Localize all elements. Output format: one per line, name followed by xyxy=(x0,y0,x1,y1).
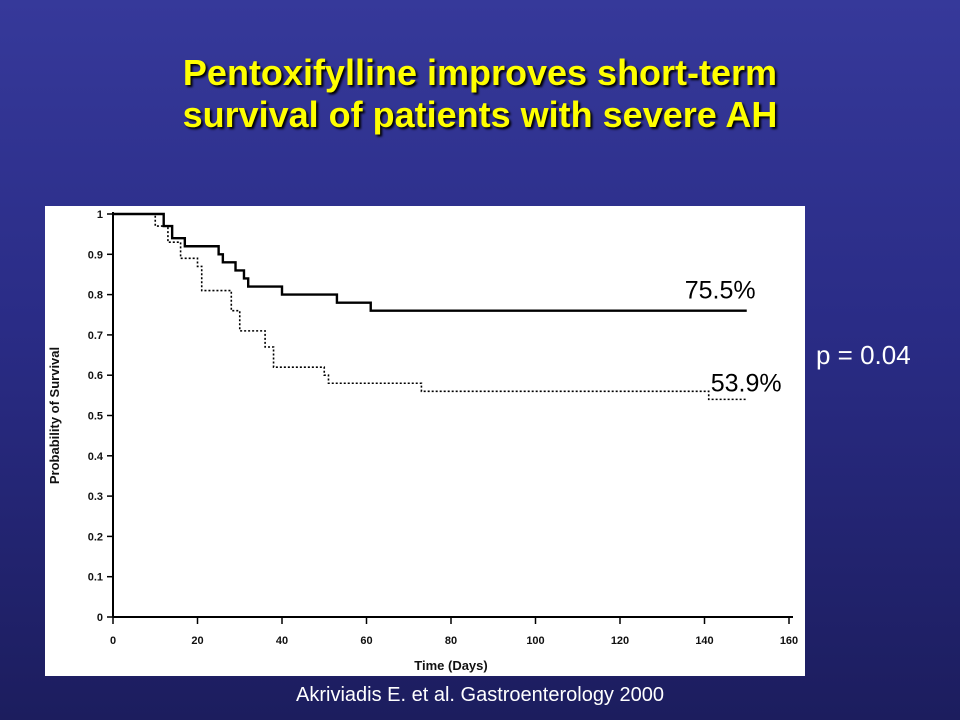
x-tick-label: 60 xyxy=(360,635,372,647)
survival-chart-panel: 0 0.1 0.2 0.3 0.4 0.5 0.6 0.7 0.8 0.9 1 0 20 40 60 80 10… xyxy=(45,206,805,676)
end-label-solid: 75.5% xyxy=(685,277,756,305)
y-tick-label: 1 xyxy=(97,209,103,221)
y-tick-label: 0.1 xyxy=(88,572,103,584)
slide-title-line-1: Pentoxifylline improves short-term xyxy=(182,52,778,93)
survival-curve-solid xyxy=(113,212,747,312)
y-tick-label: 0.3 xyxy=(88,491,103,503)
x-tick-label: 100 xyxy=(526,635,544,647)
y-tick-label: 0 xyxy=(97,612,103,624)
x-tick-label: 120 xyxy=(611,635,629,647)
slide-title: Pentoxifylline improves short-term survi… xyxy=(0,52,960,136)
x-tick-label: 0 xyxy=(110,635,116,647)
y-tick-label: 0.2 xyxy=(88,531,103,543)
x-tick-label: 160 xyxy=(780,635,798,647)
survival-chart: 0 0.1 0.2 0.3 0.4 0.5 0.6 0.7 0.8 0.9 1 0 20 40 60 80 10… xyxy=(47,209,798,673)
y-tick-label: 0.6 xyxy=(88,370,103,382)
x-tick-label: 20 xyxy=(191,635,203,647)
x-axis-title: Time (Days) xyxy=(414,658,487,673)
x-tick-label: 80 xyxy=(445,635,457,647)
citation: Akriviadis E. et al. Gastroenterology 20… xyxy=(296,684,664,706)
y-axis-title: Probability of Survival xyxy=(47,347,62,484)
p-value-label: p = 0.04 xyxy=(816,340,911,370)
survival-curve-dotted xyxy=(113,213,747,401)
y-tick-label: 0.5 xyxy=(88,411,103,423)
y-tick-label: 0.4 xyxy=(88,451,104,463)
y-tick-label: 0.9 xyxy=(88,249,103,261)
y-tick-label: 0.8 xyxy=(88,290,103,302)
x-tick-label: 140 xyxy=(695,635,713,647)
slide-title-line-2: survival of patients with severe AH xyxy=(182,94,778,135)
x-tick-label: 40 xyxy=(276,635,288,647)
end-label-dotted: 53.9% xyxy=(711,369,782,397)
y-tick-label: 0.7 xyxy=(88,330,103,342)
